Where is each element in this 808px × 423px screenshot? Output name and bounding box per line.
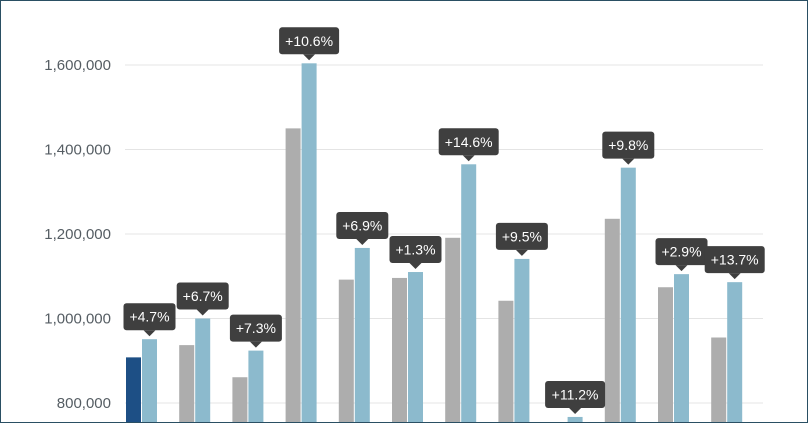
bar-current <box>461 164 477 422</box>
change-callout: +2.9% <box>655 238 708 272</box>
callout-pointer <box>249 341 262 348</box>
callout-box <box>176 282 229 310</box>
change-callout: +14.6% <box>438 128 499 162</box>
bar-current <box>620 167 636 422</box>
bars <box>126 63 743 422</box>
change-label: +13.7% <box>711 252 759 268</box>
bar-previous <box>711 337 727 422</box>
y-tick-label: 1,400,000 <box>44 142 111 159</box>
y-tick-label: 800,000 <box>57 395 111 412</box>
change-label: +6.7% <box>183 288 223 304</box>
callout-pointer <box>356 238 369 245</box>
callout-pointer <box>462 155 475 162</box>
bar-current <box>727 282 743 422</box>
y-tick-label: 1,200,000 <box>44 226 111 243</box>
bar-current <box>248 350 264 422</box>
change-callout: +7.3% <box>229 314 282 348</box>
callout-pointer <box>728 273 741 280</box>
change-label: +7.3% <box>236 320 276 336</box>
change-label: +2.9% <box>661 244 701 260</box>
bar-current <box>301 63 317 422</box>
change-label: +9.8% <box>608 137 648 153</box>
bar-previous <box>285 128 301 422</box>
change-callout: +4.7% <box>123 303 176 337</box>
callout-box <box>336 211 389 239</box>
callout-box <box>438 128 499 156</box>
change-callout: +9.5% <box>495 222 548 256</box>
bar-previous <box>658 287 673 422</box>
callout-box <box>495 222 548 250</box>
callout-pointer <box>143 330 156 337</box>
callout-pointer <box>569 407 582 414</box>
bar-current <box>142 339 157 422</box>
change-callout: +6.7% <box>176 282 229 316</box>
bar-current <box>354 247 370 422</box>
change-callout: +11.2% <box>545 380 606 414</box>
change-callout: +10.6% <box>279 27 340 61</box>
change-callouts: +4.7% +6.7% +7.3% +10.6% +6.9% +1.3% +14.6% +9.… <box>123 27 765 414</box>
bar-previous <box>232 377 248 422</box>
callout-box <box>279 27 340 55</box>
bar-previous <box>126 357 141 422</box>
callout-box <box>389 236 442 264</box>
callout-box <box>602 131 655 159</box>
y-tick-label: 1,600,000 <box>44 57 111 74</box>
bar-current <box>195 318 211 422</box>
change-callout: +1.3% <box>389 236 442 270</box>
bar-previous <box>338 279 354 422</box>
bar-previous <box>179 345 195 422</box>
bar-current <box>674 274 689 422</box>
change-callout: +9.8% <box>602 131 655 165</box>
callout-pointer <box>196 309 209 316</box>
y-tick-label: 1,000,000 <box>44 311 111 328</box>
bar-previous <box>392 277 407 422</box>
change-callout: +6.9% <box>336 211 389 245</box>
bar-previous <box>445 237 461 422</box>
change-callout: +13.7% <box>704 246 765 280</box>
callout-box <box>545 380 606 408</box>
change-label: +4.7% <box>129 309 169 325</box>
callout-pointer <box>409 263 422 270</box>
change-label: +14.6% <box>445 134 493 150</box>
callout-box <box>229 314 282 342</box>
callout-pointer <box>303 54 316 61</box>
callout-pointer <box>515 249 528 256</box>
callout-pointer <box>622 158 635 165</box>
bar-current <box>514 258 530 422</box>
bar-current <box>408 272 423 422</box>
change-label: +10.6% <box>285 33 333 49</box>
y-axis-ticks: 800,000 1,000,000 1,200,000 1,400,000 1,600,… <box>44 57 111 412</box>
callout-box <box>704 246 765 274</box>
change-label: +6.9% <box>342 217 382 233</box>
bar-previous <box>604 218 620 422</box>
callout-pointer <box>675 265 688 272</box>
change-label: +9.5% <box>502 228 542 244</box>
bar-current <box>567 416 583 422</box>
callout-box <box>655 238 708 266</box>
change-label: +11.2% <box>552 386 599 402</box>
callout-box <box>123 303 176 331</box>
change-label: +1.3% <box>395 242 435 258</box>
bar-previous <box>498 300 514 422</box>
